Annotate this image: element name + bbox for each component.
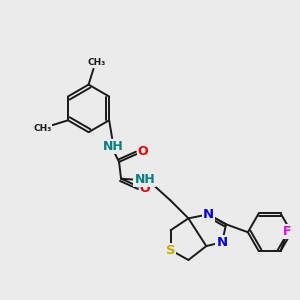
- Text: S: S: [166, 244, 175, 256]
- Text: N: N: [217, 236, 228, 249]
- Text: N: N: [203, 208, 214, 221]
- Text: F: F: [283, 225, 292, 238]
- Text: O: O: [137, 146, 148, 158]
- Text: NH: NH: [134, 173, 155, 186]
- Text: O: O: [140, 182, 150, 195]
- Text: NH: NH: [103, 140, 124, 152]
- Text: CH₃: CH₃: [33, 124, 51, 133]
- Text: CH₃: CH₃: [87, 58, 106, 67]
